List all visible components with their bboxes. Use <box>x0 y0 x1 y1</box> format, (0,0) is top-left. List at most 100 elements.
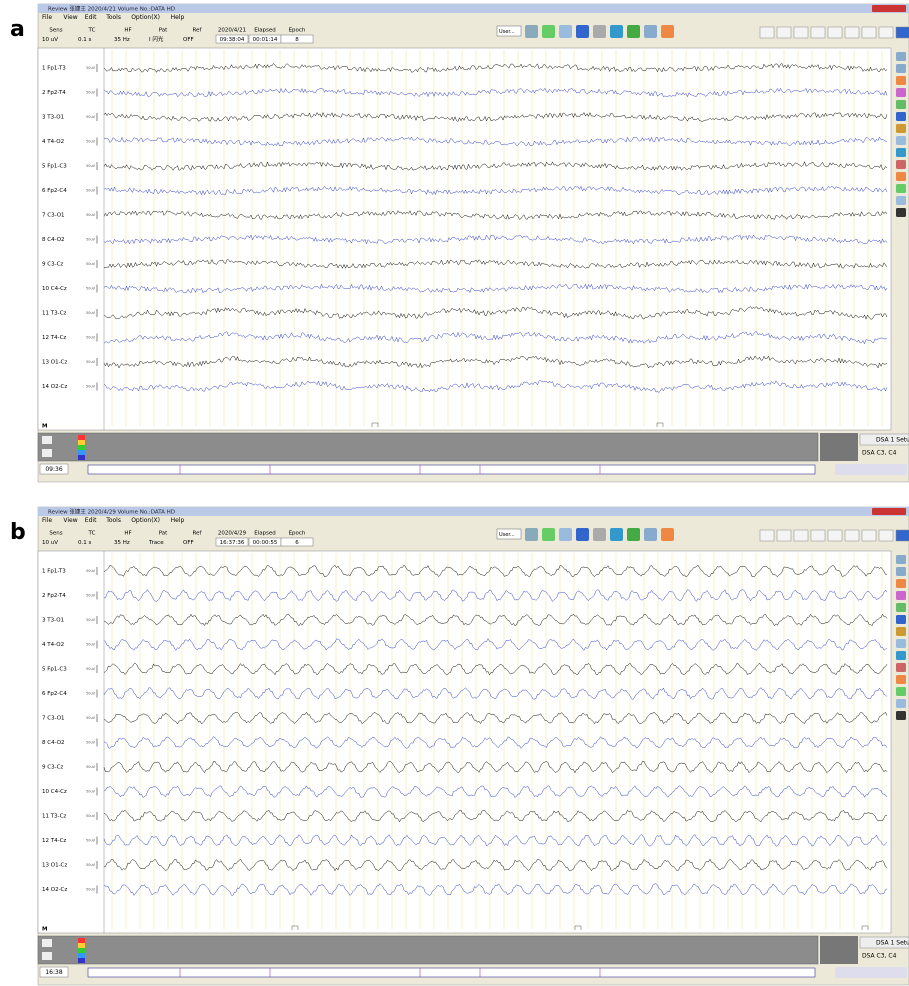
playback-button[interactable] <box>828 530 842 541</box>
side-tool-icon[interactable] <box>896 172 906 181</box>
tool-icon[interactable] <box>542 528 555 541</box>
menu-item[interactable]: Tools <box>105 14 121 21</box>
dsa-minus[interactable] <box>42 449 52 457</box>
tool-icon[interactable] <box>627 528 640 541</box>
toolbar-value[interactable]: Trace <box>148 540 164 546</box>
side-tool-icon[interactable] <box>896 675 906 684</box>
side-tool-icon[interactable] <box>896 555 906 564</box>
playback-button[interactable] <box>760 27 774 38</box>
side-tool-icon[interactable] <box>896 76 906 85</box>
toolbar-value[interactable]: OFF <box>183 37 194 43</box>
tool-icon[interactable] <box>661 25 674 38</box>
tool-icon[interactable] <box>593 528 606 541</box>
tool-icon[interactable] <box>576 528 589 541</box>
tool-icon[interactable] <box>610 25 623 38</box>
menu-item[interactable]: View <box>63 14 77 21</box>
playback-button[interactable] <box>811 27 825 38</box>
side-tool-icon[interactable] <box>896 112 906 121</box>
user-label[interactable]: User... <box>499 532 515 538</box>
side-tool-icon[interactable] <box>896 184 906 193</box>
playback-button[interactable] <box>828 27 842 38</box>
side-tool-icon[interactable] <box>896 136 906 145</box>
side-tool-icon[interactable] <box>896 699 906 708</box>
menu-item[interactable]: Option(X) <box>131 517 160 524</box>
side-tool-icon[interactable] <box>896 148 906 157</box>
side-tool-icon[interactable] <box>896 711 906 720</box>
time-scroll[interactable] <box>88 465 815 474</box>
toolbar-value[interactable]: I 闪光 <box>149 35 164 43</box>
playback-button[interactable] <box>896 530 909 541</box>
window-controls <box>872 508 906 515</box>
toolbar-value[interactable]: 0.1 s <box>78 37 91 43</box>
toolbar-value[interactable]: 10 uV <box>42 540 58 546</box>
playback-button[interactable] <box>811 530 825 541</box>
side-tool-icon[interactable] <box>896 196 906 205</box>
side-tool-icon[interactable] <box>896 64 906 73</box>
side-tool-icon[interactable] <box>896 615 906 624</box>
tool-icon[interactable] <box>525 25 538 38</box>
side-tool-icon[interactable] <box>896 603 906 612</box>
playback-button[interactable] <box>777 530 791 541</box>
side-tool-icon[interactable] <box>896 687 906 696</box>
side-tool-icon[interactable] <box>896 124 906 133</box>
tool-icon[interactable] <box>661 528 674 541</box>
toolbar-value[interactable]: 0.1 s <box>78 540 91 546</box>
playback-button[interactable] <box>760 530 774 541</box>
tool-icon[interactable] <box>644 25 657 38</box>
menu-item[interactable]: View <box>63 517 77 524</box>
playback-button[interactable] <box>862 530 876 541</box>
side-tool-icon[interactable] <box>896 567 906 576</box>
side-tool-icon[interactable] <box>896 639 906 648</box>
side-tool-icon[interactable] <box>896 160 906 169</box>
toolbar-value[interactable]: 10 uV <box>42 37 58 43</box>
dsa-plus[interactable] <box>42 939 52 947</box>
tool-icon[interactable] <box>627 25 640 38</box>
playback-button[interactable] <box>777 27 791 38</box>
dsa-setup-label[interactable]: DSA 1 Setup <box>876 940 909 947</box>
screenshot: aReview 张婕王 2020/4/21 Volume No.:DATA HD… <box>0 0 909 986</box>
playback-button[interactable] <box>879 27 893 38</box>
menu-item[interactable]: Help <box>171 14 185 21</box>
tool-icon[interactable] <box>559 25 572 38</box>
menu-item[interactable]: Option(X) <box>131 14 160 21</box>
menu-item[interactable]: Tools <box>105 517 121 524</box>
side-tool-icon[interactable] <box>896 579 906 588</box>
dsa-setup-label[interactable]: DSA 1 Setup <box>876 437 909 444</box>
tool-icon[interactable] <box>525 528 538 541</box>
tool-icon[interactable] <box>610 528 623 541</box>
side-tool-icon[interactable] <box>896 208 906 217</box>
tool-icon[interactable] <box>542 25 555 38</box>
side-tool-icon[interactable] <box>896 651 906 660</box>
side-tool-icon[interactable] <box>896 663 906 672</box>
side-tool-icon[interactable] <box>896 100 906 109</box>
tool-icon[interactable] <box>559 528 572 541</box>
scale-label: 50uV <box>86 140 96 144</box>
user-label[interactable]: User... <box>499 29 515 35</box>
tool-icon[interactable] <box>593 25 606 38</box>
menu-item[interactable]: File <box>42 14 52 21</box>
side-tool-icon[interactable] <box>896 52 906 61</box>
playback-button[interactable] <box>862 27 876 38</box>
playback-button[interactable] <box>845 27 859 38</box>
toolbar-value[interactable]: OFF <box>183 540 194 546</box>
menu-item[interactable]: Edit <box>85 517 97 524</box>
dsa-minus[interactable] <box>42 952 52 960</box>
playback-button[interactable] <box>794 530 808 541</box>
time-scroll[interactable] <box>88 968 815 977</box>
playback-button[interactable] <box>879 530 893 541</box>
side-tool-icon[interactable] <box>896 88 906 97</box>
playback-button[interactable] <box>794 27 808 38</box>
tool-icon[interactable] <box>576 25 589 38</box>
tool-icon[interactable] <box>644 528 657 541</box>
toolbar-value[interactable]: 35 Hz <box>114 540 130 546</box>
toolbar-value[interactable]: 35 Hz <box>114 37 130 43</box>
menu-item[interactable]: Edit <box>85 14 97 21</box>
side-tool-icon[interactable] <box>896 591 906 600</box>
menu-item[interactable]: Help <box>171 517 185 524</box>
menu-item[interactable]: File <box>42 517 52 524</box>
dsa-plus[interactable] <box>42 436 52 444</box>
playback-button[interactable] <box>845 530 859 541</box>
channel-label: 14 O2-Cz <box>42 887 67 893</box>
playback-button[interactable] <box>896 27 909 38</box>
side-tool-icon[interactable] <box>896 627 906 636</box>
